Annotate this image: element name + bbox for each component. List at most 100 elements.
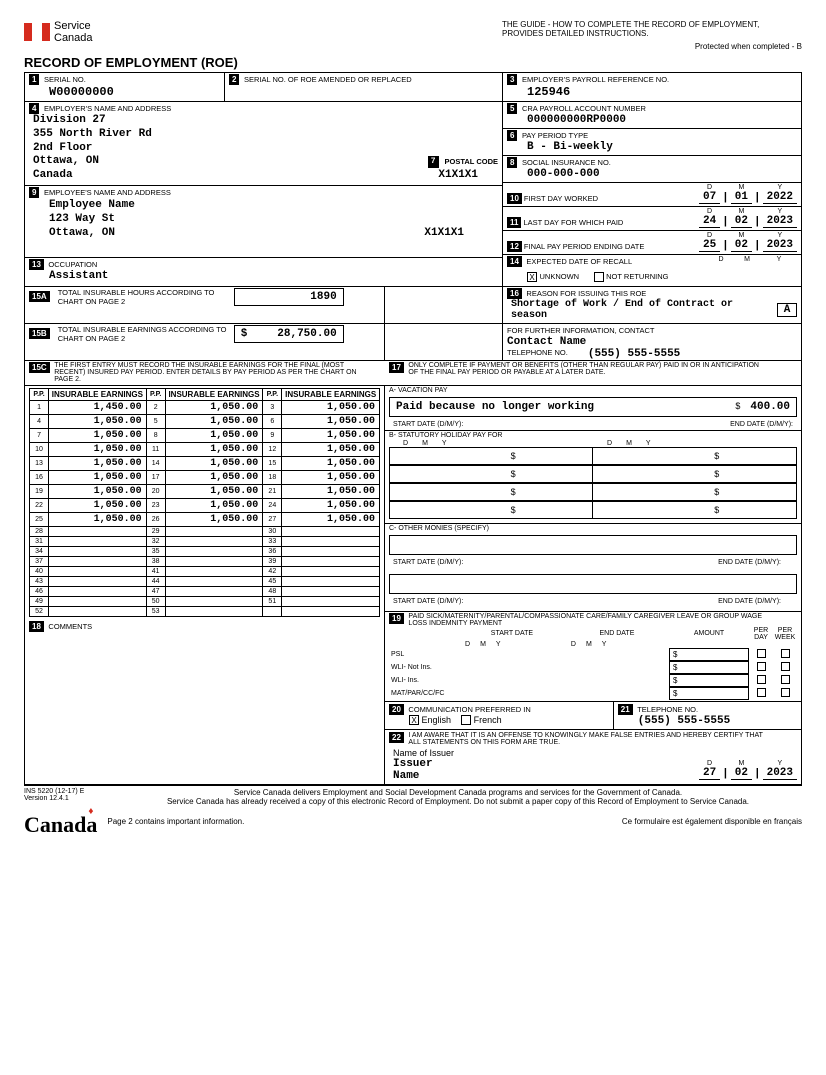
box-num-5: 5	[507, 103, 517, 114]
box-num-1: 1	[29, 74, 39, 85]
issuer-label: Name of Issuer	[389, 746, 797, 758]
box5-label: CRA PAYROLL ACCOUNT NUMBER	[522, 104, 646, 113]
box-num-15b: 15B	[29, 328, 50, 339]
header: Service Canada THE GUIDE - HOW TO COMPLE…	[24, 20, 802, 51]
box15c-label: THE FIRST ENTRY MUST RECORD THE INSURABL…	[54, 362, 364, 383]
box21-label: TELEPHONE NO.	[637, 705, 698, 714]
brand-line1: Service	[54, 20, 93, 32]
guide-text: THE GUIDE - HOW TO COMPLETE THE RECORD O…	[502, 20, 782, 38]
notreturning-checkbox[interactable]	[594, 272, 604, 282]
employer-line4: Ottawa, ON	[33, 155, 99, 169]
payroll-ref: 125946	[507, 85, 570, 99]
french-note: Ce formulaire est également disponible e…	[622, 817, 802, 826]
box14-label: EXPECTED DATE OF RECALL	[526, 257, 632, 266]
occupation: Assistant	[29, 270, 108, 282]
box17b-label: B- STATUTORY HOLIDAY PAY FOR	[385, 431, 801, 440]
employer-line1: Division 27	[33, 114, 498, 128]
box13-label: OCCUPATION	[48, 260, 97, 269]
form-number: INS 5220 (12-17) E	[24, 788, 114, 795]
employee-addr2: Ottawa, ON	[49, 226, 115, 240]
start-date-label: START DATE (D/M/Y):	[393, 421, 463, 428]
box8-label: SOCIAL INSURANCE NO.	[522, 158, 611, 167]
canada-wordmark: Canada♦	[24, 812, 97, 838]
box-num-21: 21	[618, 704, 633, 715]
box-num-7: 7	[428, 156, 439, 168]
box-num-18: 18	[29, 621, 44, 632]
footer-line2: Service Canada has already received a co…	[114, 797, 802, 806]
box16-label: REASON FOR ISSUING THIS ROE	[526, 289, 646, 298]
contact-name: Contact Name	[503, 336, 801, 348]
box-num-19: 19	[389, 613, 404, 624]
footer-line1: Service Canada delivers Employment and S…	[114, 788, 802, 797]
employee-addr1: 123 Way St	[49, 212, 498, 226]
box-num-17: 17	[389, 362, 404, 373]
protected-text: Protected when completed - B	[502, 42, 802, 51]
unknown-checkbox[interactable]: X	[527, 272, 537, 282]
box-num-16: 16	[507, 288, 522, 299]
box3-label: EMPLOYER'S PAYROLL REFERENCE NO.	[522, 75, 669, 84]
box-num-4: 4	[29, 103, 39, 114]
employer-line5: Canada	[33, 169, 73, 183]
employee-postal: X1X1X1	[424, 226, 498, 240]
employee-name: Employee Name	[49, 198, 498, 212]
vacation-pay-text: Paid because no longer working	[396, 401, 594, 413]
box9-label: EMPLOYEE'S NAME AND ADDRESS	[44, 188, 171, 197]
box4-label: EMPLOYER'S NAME AND ADDRESS	[44, 104, 171, 113]
unknown-label: UNKNOWN	[540, 272, 580, 281]
tel-label: TELEPHONE NO.	[507, 348, 568, 360]
end-date-label: END DATE (D/M/Y):	[730, 421, 793, 428]
english-checkbox[interactable]: X	[409, 715, 419, 725]
box-num-6: 6	[507, 130, 517, 141]
box17c-label: C- OTHER MONIES (SPECIFY)	[385, 524, 801, 533]
form-title: RECORD OF EMPLOYMENT (ROE)	[24, 55, 802, 70]
box-num-13: 13	[29, 259, 44, 270]
box-num-9: 9	[29, 187, 39, 198]
vacation-pay-amount: 400.00	[750, 401, 790, 413]
box-num-2: 2	[229, 74, 239, 85]
sin: 000-000-000	[507, 168, 600, 180]
box20-label: COMMUNICATION PREFERRED IN	[408, 705, 530, 714]
box6-label: PAY PERIOD TYPE	[522, 131, 588, 140]
box2-label: SERIAL NO. OF ROE AMENDED OR REPLACED	[244, 75, 412, 84]
insurable-hours: 1890	[234, 288, 344, 306]
box-num-20: 20	[389, 704, 404, 715]
box22-label: I AM AWARE THAT IT IS AN OFFENSE TO KNOW…	[408, 732, 768, 746]
earnings-table: P.P. INSURABLE EARNINGS P.P. INSURABLE E…	[29, 388, 380, 617]
issuer-name2: Name	[389, 770, 433, 782]
box17a-label: A- VACATION PAY	[385, 386, 801, 395]
roe-form: 1 SERIAL NO. W00000000 2 SERIAL NO. OF R…	[24, 72, 802, 786]
insurable-earnings: $ 28,750.00	[234, 325, 344, 343]
box-num-14: 14	[507, 256, 522, 267]
french-label: French	[474, 715, 502, 725]
box15a-label: TOTAL INSURABLE HOURS ACCORDING TO CHART…	[58, 288, 228, 306]
reason-code: A	[777, 303, 797, 317]
box-num-15a: 15A	[29, 291, 50, 302]
contact-tel: (555) 555-5555	[588, 348, 680, 360]
box-num-3: 3	[507, 74, 517, 85]
box19-label: PAID SICK/MATERNITY/PARENTAL/COMPASSIONA…	[408, 613, 768, 627]
box-num-15c: 15C	[29, 362, 50, 373]
english-label: English	[422, 715, 452, 725]
french-checkbox[interactable]	[461, 715, 471, 725]
contact-label: FOR FURTHER INFORMATION, CONTACT	[507, 326, 655, 335]
employer-line3: 2nd Floor	[33, 142, 498, 156]
employer-postal: X1X1X1	[438, 169, 498, 183]
box19-table: START DATE END DATE AMOUNT PER DAY PER W…	[389, 627, 797, 700]
canada-flag-icon	[24, 23, 50, 41]
box1-label: SERIAL NO.	[44, 75, 86, 84]
box17-label: ONLY COMPLETE IF PAYMENT OR BENEFITS (OT…	[408, 362, 768, 376]
notreturning-label: NOT RETURNING	[606, 272, 668, 281]
form-version: Version 12.4.1	[24, 795, 114, 802]
issuer-name: Issuer	[389, 758, 433, 770]
employer-line2: 355 North River Rd	[33, 128, 498, 142]
box15b-label: TOTAL INSURABLE EARNINGS ACCORDING TO CH…	[58, 325, 228, 343]
brand-line2: Canada	[54, 32, 93, 44]
reason-text: Shortage of Work / End of Contract or se…	[507, 299, 737, 321]
cra-account: 000000000RP0000	[507, 114, 626, 126]
page2-note: Page 2 contains important information.	[107, 817, 244, 826]
box-num-8: 8	[507, 157, 517, 168]
service-canada-logo: Service Canada	[24, 20, 93, 44]
box-num-22: 22	[389, 732, 404, 743]
box7-label: POSTAL CODE	[445, 157, 498, 166]
tel-21: (555) 555-5555	[618, 715, 730, 727]
